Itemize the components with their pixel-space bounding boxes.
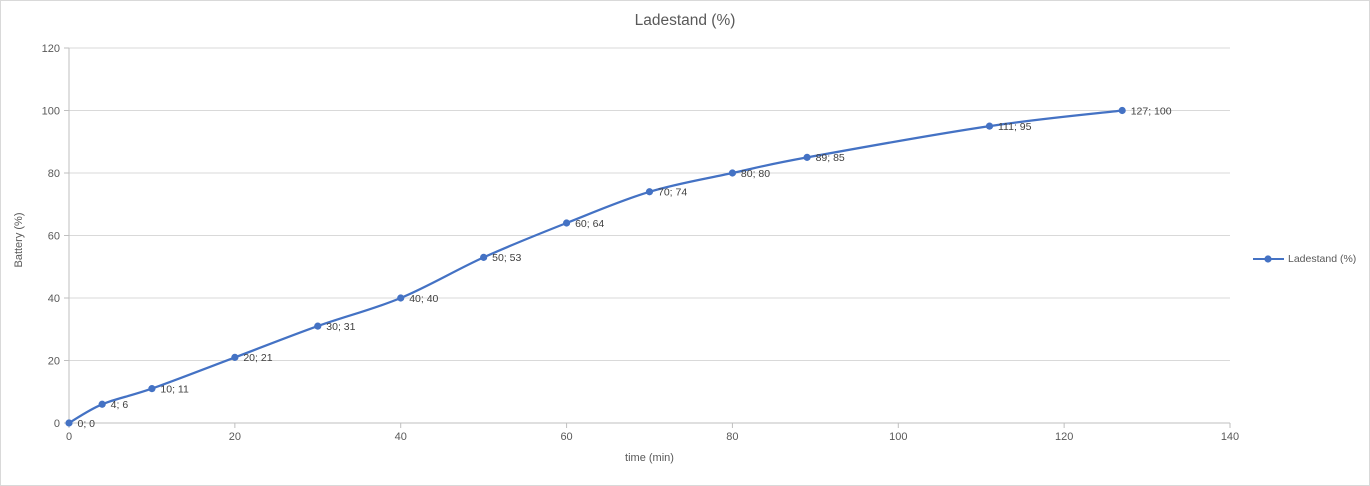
data-point-label: 60; 64 xyxy=(575,218,604,230)
data-point-label: 20; 21 xyxy=(243,352,272,364)
y-tick-label: 100 xyxy=(42,106,60,118)
x-tick-label: 100 xyxy=(889,431,907,443)
x-axis-title[interactable]: time (min) xyxy=(625,452,674,464)
y-tick-label: 60 xyxy=(48,231,60,243)
x-tick-label: 120 xyxy=(1055,431,1073,443)
data-point-label: 0; 0 xyxy=(78,418,96,430)
data-point-marker[interactable] xyxy=(480,253,488,261)
y-tick-label: 120 xyxy=(42,43,60,55)
data-point-marker[interactable] xyxy=(728,169,737,177)
y-tick-label: 80 xyxy=(48,168,60,180)
y-tick-label: 40 xyxy=(48,293,60,305)
data-point-marker[interactable] xyxy=(314,322,322,330)
legend-line-marker-icon xyxy=(1253,255,1284,263)
data-point-label: 10; 11 xyxy=(160,383,189,395)
data-point-label: 80; 80 xyxy=(741,168,770,180)
legend-label: Ladestand (%) xyxy=(1288,253,1357,265)
x-tick-label: 40 xyxy=(395,431,407,443)
x-tick-label: 0 xyxy=(66,431,72,443)
x-tick-label: 140 xyxy=(1221,431,1239,443)
data-point-marker[interactable] xyxy=(985,122,994,130)
legend[interactable]: Ladestand (%) xyxy=(1252,253,1356,265)
data-point-marker[interactable] xyxy=(562,219,571,227)
data-point-marker[interactable] xyxy=(65,419,73,427)
data-point-label: 50; 53 xyxy=(492,252,521,264)
data-point-label: 127; 100 xyxy=(1131,105,1172,117)
y-axis-title[interactable]: Battery (%) xyxy=(13,212,25,268)
data-point-marker[interactable] xyxy=(645,188,654,196)
data-point-marker[interactable] xyxy=(231,353,239,361)
chart-title[interactable]: Ladestand (%) xyxy=(634,12,736,29)
x-tick-label: 80 xyxy=(726,431,738,443)
data-point-marker[interactable] xyxy=(397,294,405,302)
data-point-label: 30; 31 xyxy=(326,321,355,333)
data-point-label: 40; 40 xyxy=(409,293,438,305)
data-point-marker[interactable] xyxy=(148,385,156,393)
series-line[interactable] xyxy=(67,109,1124,425)
data-point-label: 4; 6 xyxy=(111,399,129,411)
y-tick-label: 20 xyxy=(48,356,60,368)
y-tick-label: 0 xyxy=(54,418,60,430)
data-point-marker[interactable] xyxy=(803,153,811,161)
legend-marker xyxy=(1264,255,1272,263)
data-point-label: 70; 74 xyxy=(658,187,687,199)
data-point-marker[interactable] xyxy=(98,400,106,408)
data-point-label: 89; 85 xyxy=(816,152,845,164)
x-tick-label: 60 xyxy=(560,431,572,443)
data-point-marker[interactable] xyxy=(1118,106,1126,115)
data-point-label: 111; 95 xyxy=(998,121,1032,133)
x-tick-label: 20 xyxy=(229,431,241,443)
